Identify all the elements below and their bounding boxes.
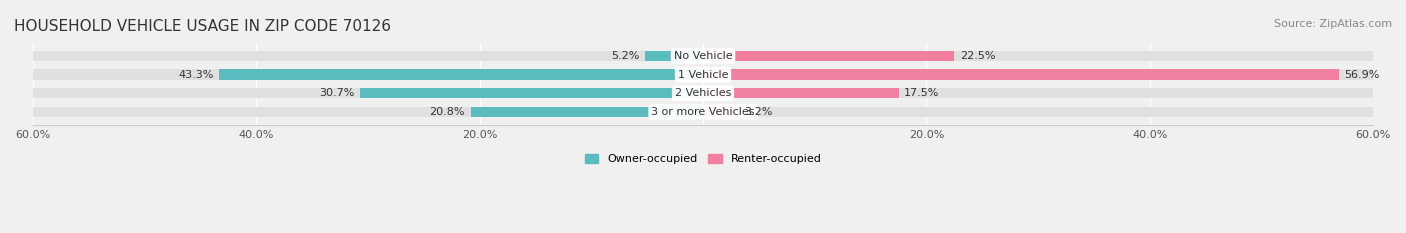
Text: 43.3%: 43.3%: [179, 70, 214, 80]
Bar: [703, 107, 738, 117]
Bar: [32, 88, 703, 98]
Bar: [703, 107, 1374, 117]
Text: 3 or more Vehicles: 3 or more Vehicles: [651, 107, 755, 117]
Bar: [703, 88, 898, 98]
Text: 22.5%: 22.5%: [960, 51, 995, 61]
Legend: Owner-occupied, Renter-occupied: Owner-occupied, Renter-occupied: [585, 154, 821, 164]
Text: 20.8%: 20.8%: [429, 107, 465, 117]
Bar: [32, 69, 703, 80]
Bar: [32, 51, 703, 61]
Bar: [32, 107, 703, 117]
Text: 1 Vehicle: 1 Vehicle: [678, 70, 728, 80]
Bar: [703, 51, 1374, 61]
Text: Source: ZipAtlas.com: Source: ZipAtlas.com: [1274, 19, 1392, 29]
Bar: [219, 69, 703, 80]
Bar: [471, 107, 703, 117]
Bar: [703, 88, 1374, 98]
Bar: [703, 69, 1339, 80]
Text: 17.5%: 17.5%: [904, 88, 939, 98]
Bar: [645, 51, 703, 61]
Bar: [703, 69, 1374, 80]
Text: 30.7%: 30.7%: [319, 88, 354, 98]
Bar: [703, 51, 955, 61]
Text: 56.9%: 56.9%: [1344, 70, 1379, 80]
Text: 5.2%: 5.2%: [612, 51, 640, 61]
Text: 2 Vehicles: 2 Vehicles: [675, 88, 731, 98]
Text: 3.2%: 3.2%: [744, 107, 773, 117]
Text: HOUSEHOLD VEHICLE USAGE IN ZIP CODE 70126: HOUSEHOLD VEHICLE USAGE IN ZIP CODE 7012…: [14, 19, 391, 34]
Bar: [360, 88, 703, 98]
Text: No Vehicle: No Vehicle: [673, 51, 733, 61]
